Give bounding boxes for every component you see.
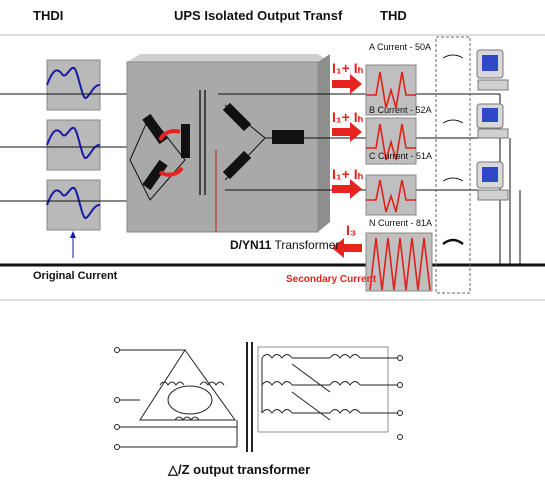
transformer-box bbox=[127, 54, 330, 232]
phase-c-current-label: I₁+ Iₕ bbox=[332, 166, 363, 183]
delta-z-schematic bbox=[115, 342, 403, 452]
thd-panel-c bbox=[366, 175, 416, 215]
thdi-panel-b bbox=[47, 120, 100, 170]
secondary-current-label: Secondary Current bbox=[286, 274, 376, 285]
transformer-label-prefix: D/YN11 bbox=[230, 238, 271, 252]
phase-a-current-label: I₁+ Iₕ bbox=[332, 60, 363, 77]
phase-c-reading: C Current - 51A bbox=[369, 151, 432, 161]
computer-icon-c bbox=[477, 162, 508, 200]
transformer-label: D/YN11 Transformer bbox=[230, 238, 339, 252]
bottom-caption: △/Z output transformer bbox=[168, 462, 310, 478]
phase-b-reading: B Current - 52A bbox=[369, 105, 432, 115]
thdi-panel-a bbox=[47, 60, 100, 110]
phase-a-reading: A Current - 50A bbox=[369, 42, 431, 52]
phase-b-current-label: I₁+ Iₕ bbox=[332, 109, 363, 126]
computer-icon-a bbox=[477, 50, 508, 90]
thdi-panel-c bbox=[47, 180, 100, 230]
neutral-current-label: I₃ bbox=[346, 222, 356, 238]
original-current-label: Original Current bbox=[33, 270, 117, 282]
transformer-label-suffix: Transformer bbox=[271, 238, 339, 252]
neutral-reading: N Current - 81A bbox=[369, 218, 432, 228]
computer-icon-b bbox=[477, 104, 508, 138]
